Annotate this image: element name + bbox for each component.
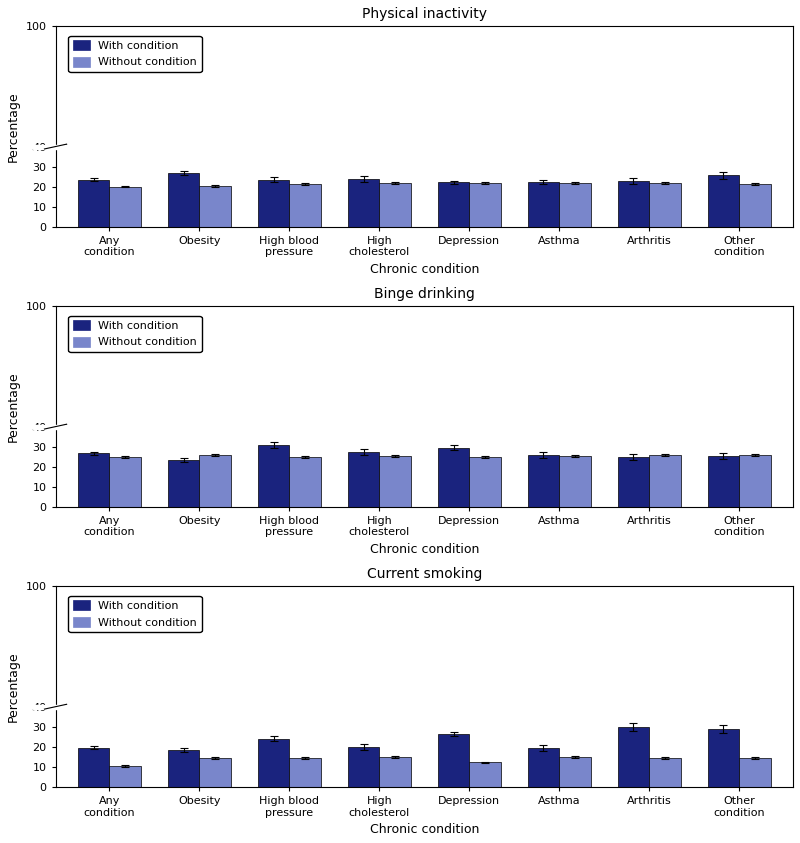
Bar [168,173,199,227]
Bar [739,184,770,227]
Bar [110,186,141,227]
Bar [258,738,290,787]
Bar [199,758,231,787]
Bar [708,456,739,507]
Bar [168,459,199,507]
Bar [528,749,559,787]
Bar [290,184,321,227]
Bar [708,729,739,787]
Bar [739,758,770,787]
Bar [110,765,141,787]
Bar [649,183,681,227]
Bar [438,448,470,507]
X-axis label: Chronic condition: Chronic condition [370,543,479,556]
Legend: With condition, Without condition: With condition, Without condition [69,596,202,632]
Y-axis label: Percentage: Percentage [7,652,20,722]
Bar [470,762,501,787]
Bar [470,183,501,227]
Bar [559,183,590,227]
Title: Binge drinking: Binge drinking [374,287,474,301]
Bar [168,750,199,787]
Bar [528,182,559,227]
Bar [290,457,321,507]
Bar [348,748,379,787]
Bar [78,748,110,787]
Bar [34,144,78,148]
Bar [258,444,290,507]
Bar [78,180,110,227]
Bar [470,457,501,507]
Bar [708,175,739,227]
Bar [78,454,110,507]
Title: Current smoking: Current smoking [366,567,482,581]
Bar [348,452,379,507]
Bar [649,455,681,507]
Bar [379,456,411,507]
Bar [379,183,411,227]
Title: Physical inactivity: Physical inactivity [362,7,486,21]
Bar [618,180,649,227]
Y-axis label: Percentage: Percentage [7,371,20,442]
Bar [348,179,379,227]
Legend: With condition, Without condition: With condition, Without condition [69,36,202,72]
Bar [34,425,78,428]
Bar [649,758,681,787]
Bar [528,455,559,507]
X-axis label: Chronic condition: Chronic condition [370,263,479,276]
Bar [199,455,231,507]
Bar [290,759,321,787]
Bar [258,180,290,227]
X-axis label: Chronic condition: Chronic condition [370,823,479,836]
Bar [110,457,141,507]
Legend: With condition, Without condition: With condition, Without condition [69,316,202,352]
Bar [199,186,231,227]
Bar [438,734,470,787]
Bar [559,456,590,507]
Bar [559,757,590,787]
Bar [34,705,78,709]
Bar [739,454,770,507]
Bar [438,182,470,227]
Bar [618,457,649,507]
Y-axis label: Percentage: Percentage [7,91,20,162]
Bar [379,757,411,787]
Bar [618,727,649,787]
